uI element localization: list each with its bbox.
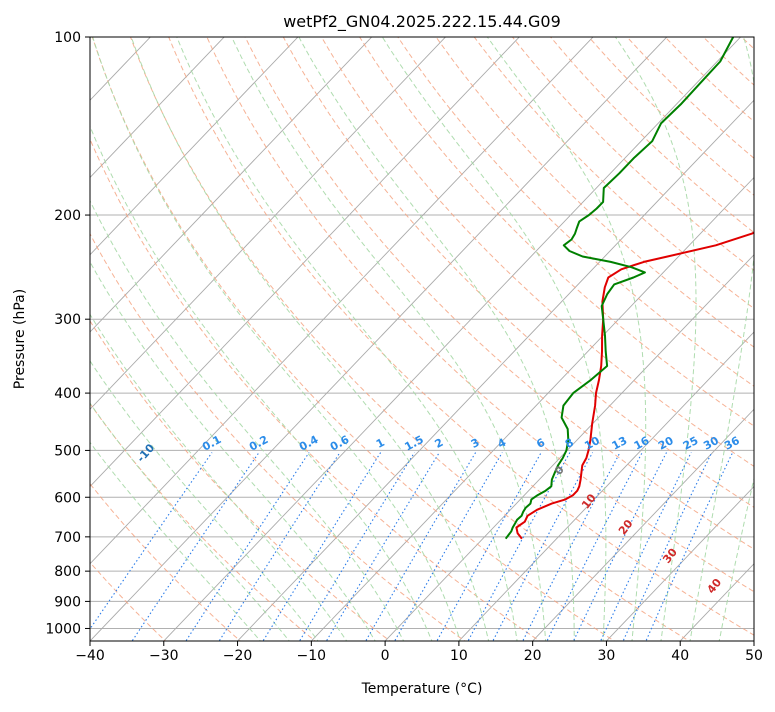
- x-tick-label: 0: [381, 648, 390, 664]
- y-tick-label: 200: [54, 208, 81, 224]
- y-tick-label: 700: [54, 530, 81, 546]
- x-axis-label: Temperature (°C): [361, 681, 483, 697]
- y-tick-label: 500: [54, 443, 81, 459]
- x-tick-label: −10: [297, 648, 327, 664]
- x-tick-label: 40: [671, 648, 689, 664]
- chart-title: wetPf2_GN04.2025.222.15.44.G09: [283, 12, 561, 32]
- y-tick-label: 400: [54, 386, 81, 402]
- y-tick-label: 600: [54, 490, 81, 506]
- x-tick-label: −30: [149, 648, 179, 664]
- y-tick-label: 900: [54, 594, 81, 610]
- x-tick-label: 30: [598, 648, 616, 664]
- x-tick-label: 50: [745, 648, 763, 664]
- y-tick-label: 800: [54, 564, 81, 580]
- y-tick-label: 1000: [45, 621, 81, 637]
- x-tick-label: 10: [450, 648, 468, 664]
- y-tick-label: 300: [54, 312, 81, 328]
- y-tick-label: 100: [54, 30, 81, 46]
- y-axis-label: Pressure (hPa): [12, 289, 28, 389]
- x-tick-label: −40: [75, 648, 105, 664]
- x-tick-label: 20: [524, 648, 542, 664]
- x-tick-label: −20: [223, 648, 253, 664]
